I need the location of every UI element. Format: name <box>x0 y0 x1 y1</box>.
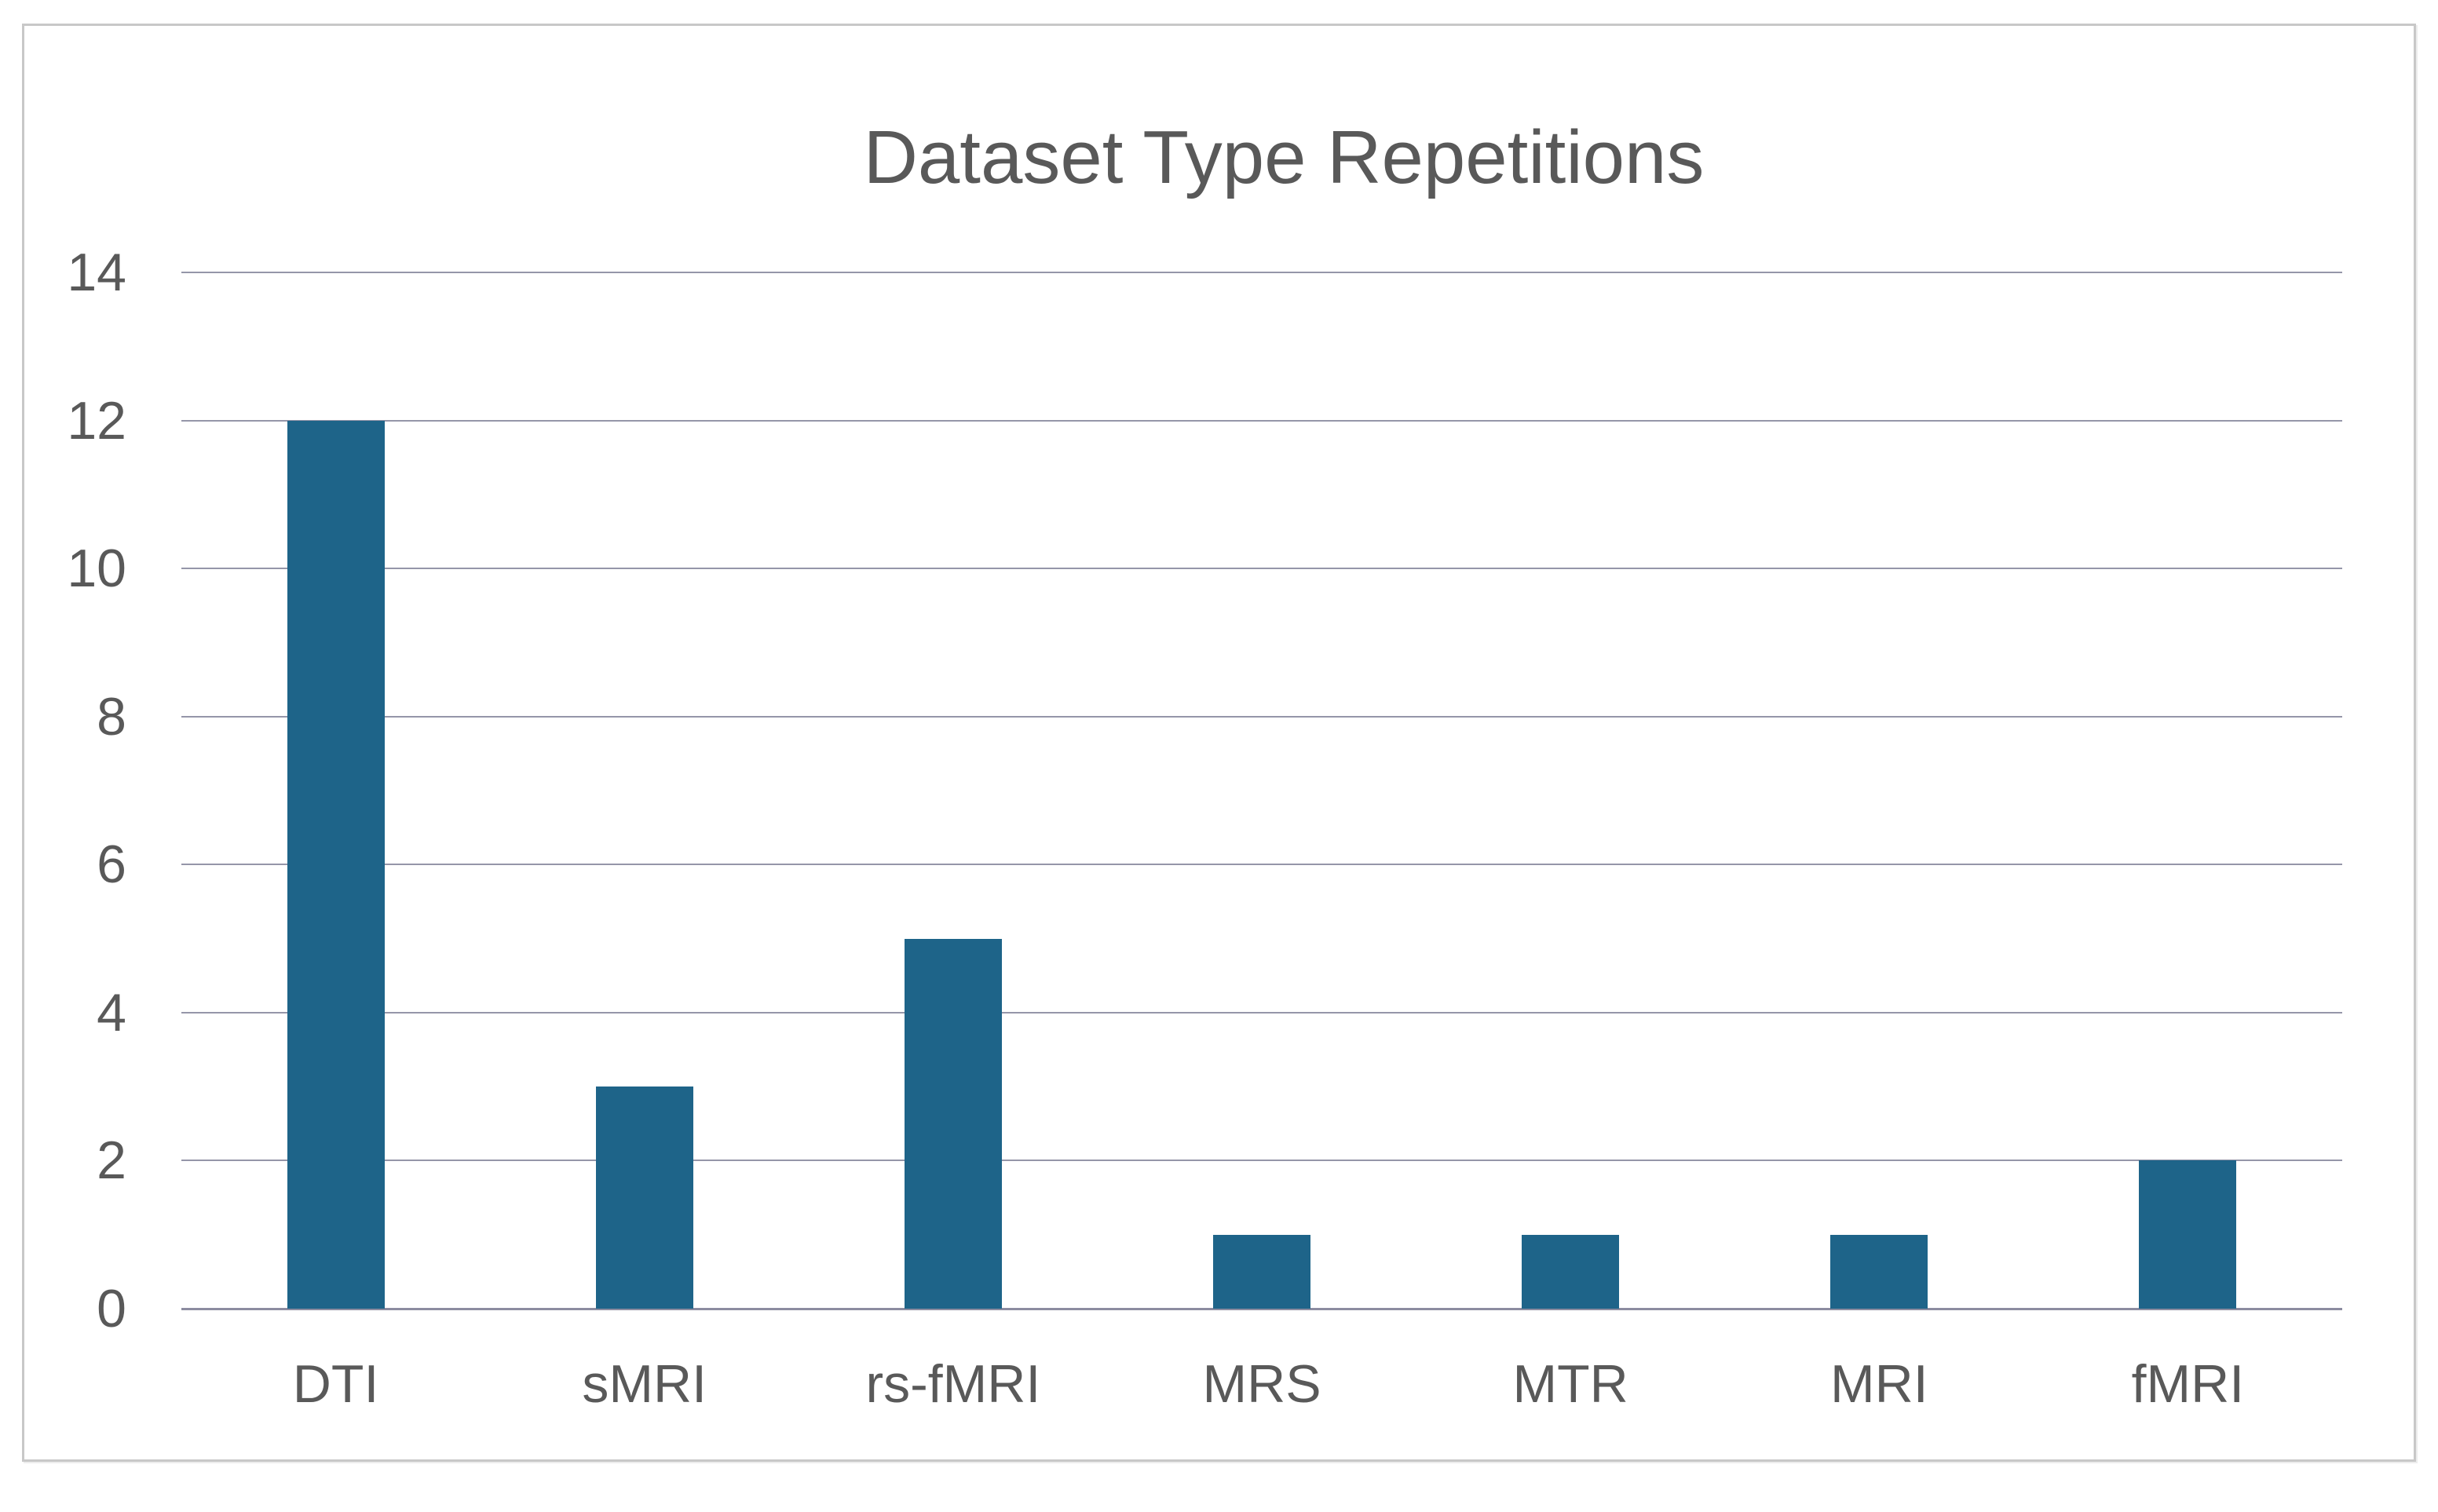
x-category-label: MRI <box>1829 1354 1928 1414</box>
y-gridline <box>181 568 2342 570</box>
y-tick-label: 2 <box>97 1130 126 1191</box>
x-category-label: fMRI <box>2131 1354 2245 1414</box>
y-tick-label: 0 <box>97 1279 126 1339</box>
bar-fmri <box>2139 1160 2237 1309</box>
y-tick-label: 12 <box>67 390 126 451</box>
chart-title: Dataset Type Repetitions <box>863 115 1705 199</box>
x-category-label: sMRI <box>582 1354 707 1414</box>
x-category-label: MRS <box>1202 1354 1321 1414</box>
y-tick-label: 4 <box>97 982 126 1043</box>
x-category-label: rs-fMRI <box>865 1354 1041 1414</box>
x-category-label: MTR <box>1512 1354 1628 1414</box>
bar-mri <box>1830 1234 1928 1309</box>
x-category-label: DTI <box>292 1354 379 1414</box>
y-gridline <box>181 419 2342 422</box>
y-gridline <box>181 715 2342 718</box>
y-tick-label: 14 <box>67 243 126 302</box>
y-gridline <box>181 272 2342 273</box>
y-tick-label: 6 <box>97 835 126 895</box>
bar-mtr <box>1522 1234 1620 1309</box>
y-gridline <box>181 1160 2342 1162</box>
bar-chart: 0 2 4 6 8 10 12 14 DTI sMRI rs-fMRI MRS MTR MRI fMRI <box>24 26 2438 1512</box>
x-axis-line <box>181 1308 2342 1310</box>
y-tick-label: 8 <box>97 686 126 747</box>
chart-frame: 0 2 4 6 8 10 12 14 DTI sMRI rs-fMRI MRS MTR MRI fMRI D… <box>22 24 2416 1462</box>
y-gridline <box>181 864 2342 866</box>
y-gridline <box>181 1011 2342 1013</box>
y-tick-label: 10 <box>67 539 126 599</box>
bar-dti <box>287 420 385 1309</box>
bar-mrs <box>1213 1234 1310 1309</box>
bar-smri <box>595 1087 693 1309</box>
bar-rs-fmri <box>904 938 1002 1309</box>
